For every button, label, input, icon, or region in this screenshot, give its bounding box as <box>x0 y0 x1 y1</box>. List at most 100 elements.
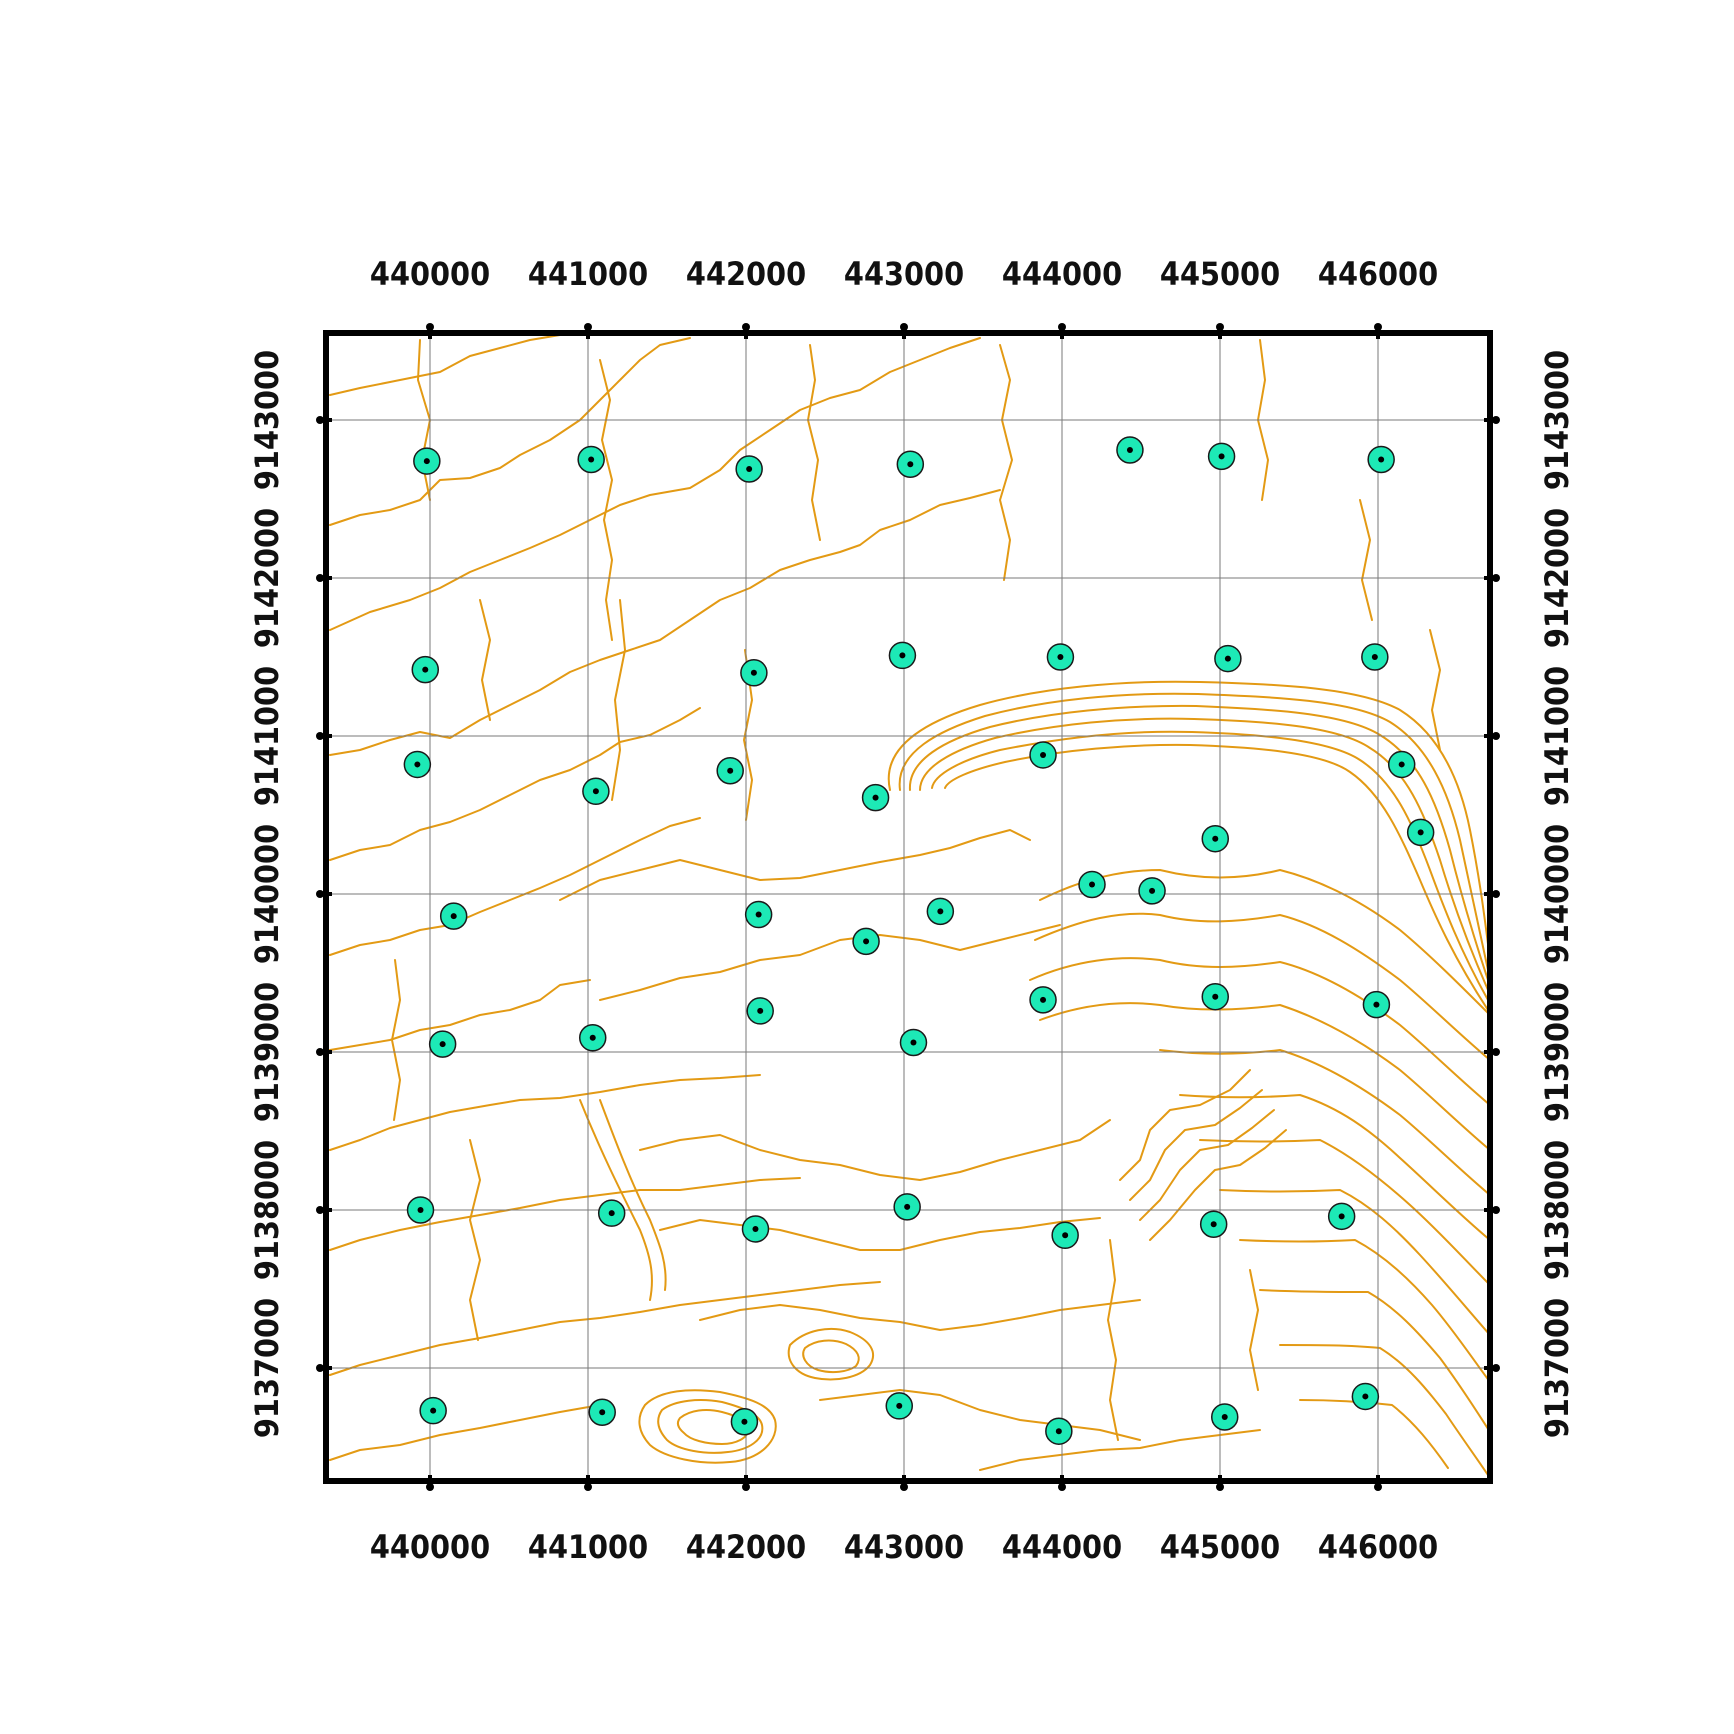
sample-point[interactable] <box>1406 818 1435 847</box>
map-frame <box>323 330 1493 1484</box>
sample-point-center <box>1212 835 1219 842</box>
sample-point[interactable] <box>888 641 917 670</box>
sample-point[interactable] <box>1029 986 1057 1014</box>
sample-point[interactable] <box>1045 1417 1073 1445</box>
sample-point[interactable] <box>578 1024 607 1052</box>
sample-point-center <box>727 767 734 774</box>
sample-point[interactable] <box>1351 1382 1380 1411</box>
sample-point-center <box>423 458 430 465</box>
sample-point[interactable] <box>439 902 468 930</box>
sample-point-center <box>1040 751 1047 758</box>
sample-point-center <box>741 1418 748 1425</box>
sample-point[interactable] <box>1362 990 1391 1019</box>
frame-tick-dot <box>316 574 324 582</box>
sample-point-center <box>896 1402 903 1409</box>
sample-point[interactable] <box>1138 877 1166 905</box>
northing-label-left: 9140000 <box>248 824 286 964</box>
sample-point[interactable] <box>735 455 763 483</box>
sample-point[interactable] <box>582 777 610 806</box>
northing-label-left: 9141000 <box>248 666 286 806</box>
sample-point[interactable] <box>413 447 441 475</box>
easting-label-bottom: 443000 <box>844 1528 964 1566</box>
sample-point[interactable] <box>926 897 955 926</box>
northing-label-right: 9140000 <box>1538 824 1576 964</box>
easting-label-top: 443000 <box>844 255 964 293</box>
frame-tick-dot <box>1374 1483 1382 1491</box>
sample-point-center <box>910 1039 917 1046</box>
sample-point[interactable] <box>1116 436 1144 464</box>
frame-tick-dot <box>1492 1206 1500 1214</box>
sample-point-center <box>430 1407 437 1414</box>
sample-point[interactable] <box>588 1398 616 1426</box>
sample-point[interactable] <box>899 1028 928 1057</box>
sample-point[interactable] <box>852 927 880 956</box>
easting-label-bottom: 441000 <box>528 1528 648 1566</box>
sample-point[interactable] <box>1207 442 1236 471</box>
sample-point[interactable] <box>896 450 925 478</box>
sample-point[interactable] <box>419 1396 447 1425</box>
sample-point-center <box>589 1034 596 1041</box>
frame-tick-dot <box>1492 574 1500 582</box>
sample-point[interactable] <box>740 659 768 687</box>
sample-point[interactable] <box>1201 982 1230 1011</box>
northing-label-right: 9137000 <box>1538 1298 1576 1438</box>
sample-point-center <box>1089 881 1096 888</box>
frame-tick-dot <box>742 323 750 331</box>
sample-point[interactable] <box>746 997 774 1025</box>
frame-ticks <box>316 323 1500 1491</box>
sample-point[interactable] <box>597 1199 626 1227</box>
northing-label-left: 9138000 <box>248 1140 286 1280</box>
sample-point[interactable] <box>577 445 605 474</box>
sample-point[interactable] <box>861 783 890 812</box>
frame-tick-dot <box>584 1483 592 1491</box>
sample-point-center <box>422 666 429 673</box>
sample-point[interactable] <box>1387 750 1416 779</box>
frame-tick-dot <box>316 1206 324 1214</box>
sample-point[interactable] <box>1214 644 1242 673</box>
sample-point[interactable] <box>893 1193 921 1221</box>
sample-point-center <box>1362 1393 1369 1400</box>
sample-point-center <box>1062 1232 1069 1239</box>
sample-point[interactable] <box>1327 1202 1356 1231</box>
sample-point[interactable] <box>1367 445 1395 474</box>
sample-point[interactable] <box>1201 824 1230 853</box>
sample-point[interactable] <box>1046 643 1075 671</box>
sample-point[interactable] <box>403 750 432 779</box>
sample-point[interactable] <box>428 1030 457 1058</box>
sample-point-center <box>1371 654 1378 660</box>
frame-tick-dot <box>1492 416 1500 424</box>
easting-label-top: 444000 <box>1002 255 1122 293</box>
sample-point[interactable] <box>1078 870 1106 899</box>
northing-label-right: 9141000 <box>1538 666 1576 806</box>
easting-label-top: 442000 <box>686 255 806 293</box>
sample-point[interactable] <box>1210 1403 1239 1431</box>
map-area <box>326 333 1490 1481</box>
sample-point[interactable] <box>1051 1221 1079 1250</box>
frame-tick-dot <box>1374 323 1382 331</box>
sample-point[interactable] <box>406 1196 435 1224</box>
northing-label-left: 9142000 <box>248 508 286 648</box>
sample-point[interactable] <box>730 1407 759 1436</box>
frame-tick-dot <box>316 416 324 424</box>
frame-tick-dot <box>1058 1483 1066 1491</box>
sample-point-center <box>1040 996 1047 1003</box>
sample-point[interactable] <box>741 1215 770 1243</box>
sample-point[interactable] <box>1199 1210 1228 1238</box>
sample-point[interactable] <box>1029 741 1057 769</box>
sample-point-center <box>1126 447 1133 454</box>
sample-point[interactable] <box>716 757 744 785</box>
frame-tick-dot <box>900 323 908 331</box>
sample-point-center <box>752 1225 759 1232</box>
sample-point[interactable] <box>411 655 440 684</box>
sample-point[interactable] <box>744 900 773 929</box>
sample-point[interactable] <box>885 1392 914 1420</box>
northing-label-left: 9139000 <box>248 982 286 1122</box>
sample-point-center <box>1055 1428 1062 1435</box>
frame-tick-dot <box>426 1483 434 1491</box>
sample-point-center <box>414 761 421 768</box>
northing-label-left: 9143000 <box>248 350 286 490</box>
sample-point-center <box>1212 993 1219 1000</box>
northing-label-right: 9142000 <box>1538 508 1576 648</box>
easting-label-bottom: 446000 <box>1318 1528 1438 1566</box>
sample-point[interactable] <box>1361 643 1389 671</box>
